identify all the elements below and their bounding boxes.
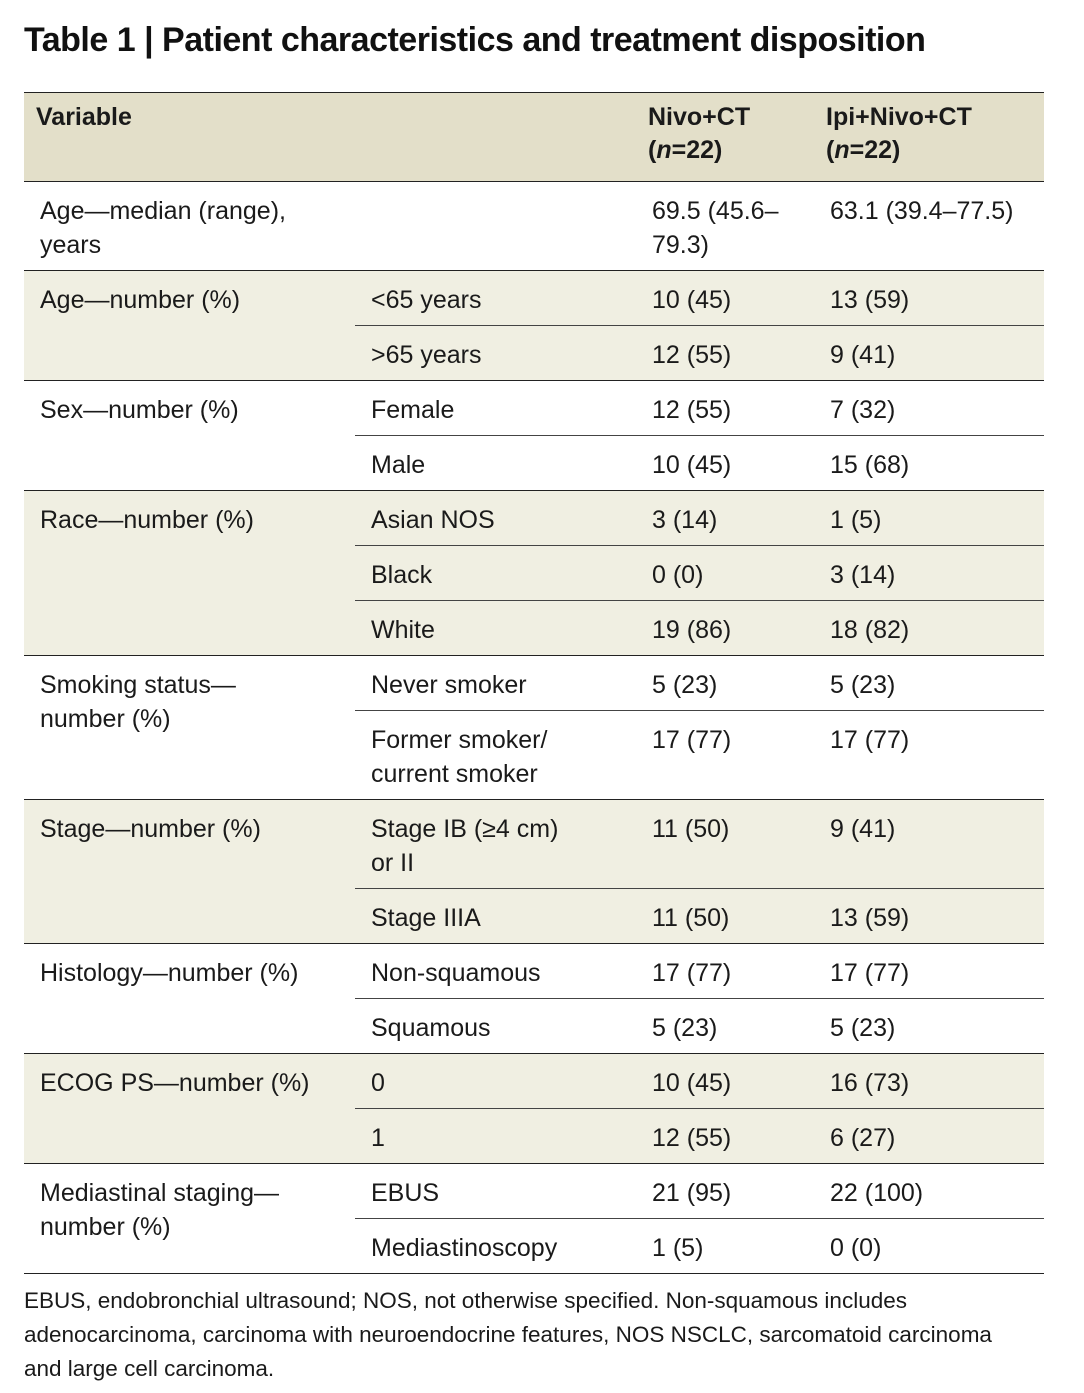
row-label: Age—median (range), years — [24, 181, 355, 271]
cell-nivo: 21 (95) — [636, 1163, 814, 1219]
table-row: Mediastinoscopy 1 (5) 0 (0) — [24, 1218, 1044, 1274]
table-row: Stage—number (%) Stage IB (≥4 cm) or II … — [24, 799, 1044, 944]
table-title: Table 1 | Patient characteristics and tr… — [24, 21, 926, 59]
header-ipi-nivo-ct-name: Ipi+Nivo+CT — [826, 103, 972, 131]
table-row: Male 10 (45) 15 (68) — [24, 435, 1044, 491]
cell-nivo: 17 (77) — [636, 710, 814, 800]
table-row: White 19 (86) 18 (82) — [24, 600, 1044, 656]
cell-nivo: 3 (14) — [636, 490, 814, 546]
row-label: Smoking status—number (%) — [24, 655, 355, 800]
cell-ipi: 22 (100) — [814, 1163, 1044, 1219]
cell-nivo: 17 (77) — [636, 943, 814, 999]
row-subcategory: EBUS — [355, 1163, 636, 1219]
table-row: Former smoker/ current smoker 17 (77) 17… — [24, 710, 1044, 800]
cell-ipi: 3 (14) — [814, 545, 1044, 601]
cell-ipi: 18 (82) — [814, 600, 1044, 656]
row-subcategory: Asian NOS — [355, 490, 636, 546]
table-row: Black 0 (0) 3 (14) — [24, 545, 1044, 601]
cell-ipi: 13 (59) — [814, 270, 1044, 326]
table-row: Race—number (%) Asian NOS 3 (14) 1 (5) — [24, 490, 1044, 656]
row-subcategory: Black — [355, 545, 636, 601]
cell-nivo: 10 (45) — [636, 270, 814, 326]
row-subcategory: Former smoker/ current smoker — [355, 710, 636, 800]
row-subcategory: <65 years — [355, 270, 636, 326]
row-subcategory: Stage IB (≥4 cm) or II — [355, 799, 636, 889]
header-ipi-nivo-ct-n: n — [834, 136, 850, 164]
cell-ipi: 5 (23) — [814, 655, 1044, 711]
row-subcategory: 0 — [355, 1053, 636, 1109]
cell-ipi: 7 (32) — [814, 380, 1044, 436]
table-header-row: Variable Nivo+CT (n=22) Ipi+Nivo+CT (n=22) — [24, 92, 1044, 182]
cell-nivo: 1 (5) — [636, 1218, 814, 1274]
cell-nivo: 19 (86) — [636, 600, 814, 656]
row-label: Sex—number (%) — [24, 380, 355, 491]
cell-nivo: 0 (0) — [636, 545, 814, 601]
cell-ipi: 63.1 (39.4–77.5) — [814, 181, 1044, 271]
row-subcategory: Stage IIIA — [355, 888, 636, 944]
row-subcategory: Never smoker — [355, 655, 636, 711]
table-row: Mediastinal staging—number (%) EBUS 21 (… — [24, 1163, 1044, 1274]
table-row: Age—number (%) <65 years 10 (45) 13 (59) — [24, 270, 1044, 381]
table-row: Histology—number (%) Non-squamous 17 (77… — [24, 943, 1044, 1054]
table-row: 1 12 (55) 6 (27) — [24, 1108, 1044, 1164]
row-label: Histology—number (%) — [24, 943, 355, 1054]
cell-ipi: 1 (5) — [814, 490, 1044, 546]
table-footnote: EBUS, endobronchial ultrasound; NOS, not… — [24, 1288, 992, 1381]
cell-nivo: 10 (45) — [636, 435, 814, 491]
cell-ipi: 6 (27) — [814, 1108, 1044, 1164]
table-row: >65 years 12 (55) 9 (41) — [24, 325, 1044, 381]
header-nivo-ct: Nivo+CT (n=22) — [636, 92, 814, 182]
row-label: ECOG PS—number (%) — [24, 1053, 355, 1164]
row-subcategory: Non-squamous — [355, 943, 636, 999]
row-label: Age—number (%) — [24, 270, 355, 381]
header-nivo-ct-count: =22) — [671, 136, 723, 164]
row-subcategory: Squamous — [355, 998, 636, 1054]
row-subcategory: White — [355, 600, 636, 656]
cell-ipi: 9 (41) — [814, 325, 1044, 381]
row-label: Race—number (%) — [24, 490, 355, 656]
cell-nivo: 69.5 (45.6–79.3) — [636, 181, 814, 271]
table-row: Age—median (range), years 69.5 (45.6–79.… — [24, 181, 1044, 271]
cell-nivo: 5 (23) — [636, 655, 814, 711]
table-row: Stage IIIA 11 (50) 13 (59) — [24, 888, 1044, 944]
cell-ipi: 9 (41) — [814, 799, 1044, 889]
cell-ipi: 16 (73) — [814, 1053, 1044, 1109]
row-subcategory: 1 — [355, 1108, 636, 1164]
cell-nivo: 10 (45) — [636, 1053, 814, 1109]
row-subcategory: Male — [355, 435, 636, 491]
row-subcategory — [355, 181, 636, 271]
cell-ipi: 17 (77) — [814, 710, 1044, 800]
patient-characteristics-table: Variable Nivo+CT (n=22) Ipi+Nivo+CT (n=22)… — [24, 92, 1044, 1274]
header-nivo-ct-n: n — [656, 136, 672, 164]
table-row: ECOG PS—number (%) 0 10 (45) 16 (73) — [24, 1053, 1044, 1164]
row-subcategory: Mediastinoscopy — [355, 1218, 636, 1274]
cell-ipi: 13 (59) — [814, 888, 1044, 944]
cell-nivo: 12 (55) — [636, 325, 814, 381]
header-ipi-nivo-ct: Ipi+Nivo+CT (n=22) — [814, 92, 1044, 182]
cell-ipi: 5 (23) — [814, 998, 1044, 1054]
cell-ipi: 17 (77) — [814, 943, 1044, 999]
cell-nivo: 12 (55) — [636, 380, 814, 436]
header-ipi-nivo-ct-count: =22) — [849, 136, 901, 164]
cell-ipi: 0 (0) — [814, 1218, 1044, 1274]
cell-ipi: 15 (68) — [814, 435, 1044, 491]
table-row: Smoking status—number (%) Never smoker 5… — [24, 655, 1044, 800]
row-subcategory: >65 years — [355, 325, 636, 381]
cell-nivo: 11 (50) — [636, 888, 814, 944]
header-variable: Variable — [24, 92, 636, 182]
row-label: Mediastinal staging—number (%) — [24, 1163, 355, 1274]
row-label: Stage—number (%) — [24, 799, 355, 944]
cell-nivo: 11 (50) — [636, 799, 814, 889]
table-row: Squamous 5 (23) 5 (23) — [24, 998, 1044, 1054]
row-subcategory: Female — [355, 380, 636, 436]
table-row: Sex—number (%) Female 12 (55) 7 (32) — [24, 380, 1044, 491]
cell-nivo: 5 (23) — [636, 998, 814, 1054]
header-nivo-ct-name: Nivo+CT — [648, 103, 751, 131]
cell-nivo: 12 (55) — [636, 1108, 814, 1164]
